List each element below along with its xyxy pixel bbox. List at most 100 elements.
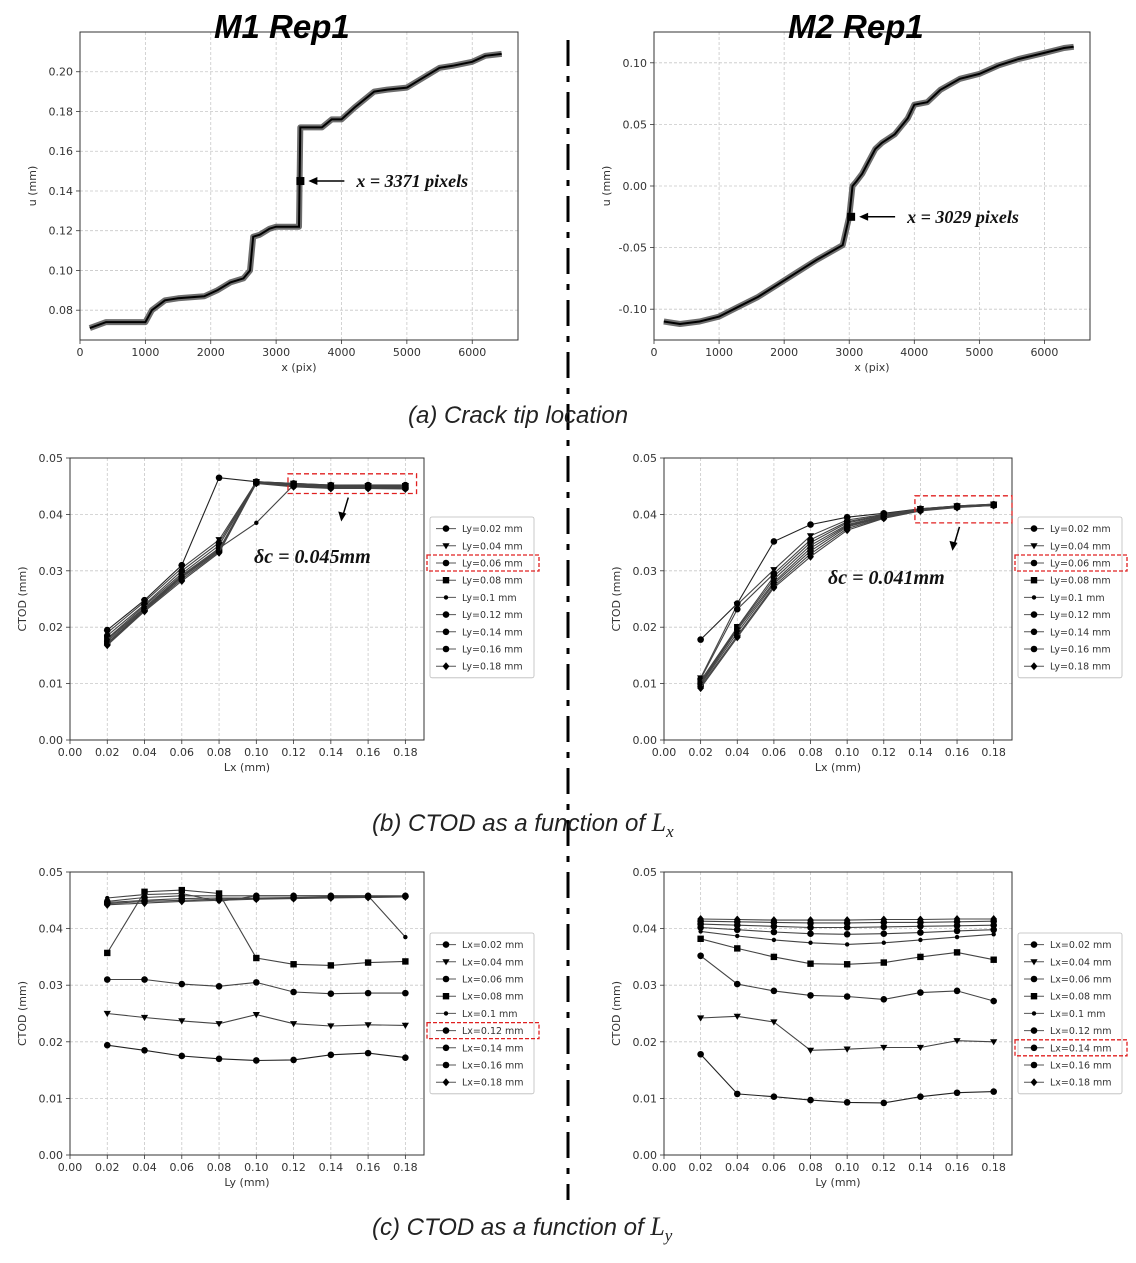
legend: Lx=0.02 mm Lx=0.04 mm Lx=0.06 mm Lx=0.08 mm…: [1014, 932, 1128, 1095]
legend-entry: Lx=0.04 mm: [462, 957, 524, 968]
data-point: [733, 602, 741, 609]
legend-marker: [1031, 1011, 1037, 1016]
tick-label-y: 0.08: [49, 304, 74, 317]
data-point: [253, 1057, 260, 1064]
plot-frame: [79, 31, 519, 341]
data-point: [252, 479, 260, 488]
tick-label-y: 0.00: [623, 180, 648, 193]
legend-marker: [442, 959, 450, 966]
legend-entry: Lx=0.02 mm: [462, 940, 524, 951]
data-point: [733, 915, 741, 924]
data-point: [364, 1049, 372, 1057]
data-point: [401, 892, 409, 901]
delta-c-annotation: δc = 0.045mm: [254, 546, 371, 568]
data-point: [990, 501, 998, 510]
tick-label-y: 0.03: [633, 979, 658, 992]
legend-entry: Ly=0.08 mm: [462, 576, 523, 587]
legend-frame: [429, 516, 535, 679]
data-point: [141, 607, 148, 616]
data-point: [808, 940, 813, 945]
data-point: [953, 503, 961, 512]
chart-c-right: 0.00 0.02 0.04 0.06 0.08 0.10 0.12 0.14 0.16 0.18…: [610, 866, 1128, 1189]
legend-entry: Lx=0.16 mm: [462, 1061, 524, 1072]
data-point: [844, 942, 850, 947]
data-point: [954, 934, 960, 940]
legend-highlight-box: [426, 1021, 540, 1040]
data-point: [215, 1055, 223, 1063]
data-point: [402, 989, 409, 997]
tick-label-x: 0.08: [207, 1161, 232, 1174]
data-point: [290, 1056, 297, 1064]
legend-entry: Ly=0.04 mm: [462, 541, 523, 552]
tick-label-x: 6000: [1030, 346, 1058, 359]
series-band: [663, 43, 1075, 327]
tick-label-y: 0.02: [39, 1036, 64, 1049]
legend-marker: [442, 941, 450, 948]
data-point: [917, 953, 924, 961]
legend-marker: [442, 525, 450, 532]
data-point: [327, 1051, 335, 1059]
chart-b-right: 0.00 0.02 0.04 0.06 0.08 0.10 0.12 0.14 0.16 0.18…: [610, 452, 1128, 774]
data-point: [880, 1044, 888, 1052]
caption-c-sub: y: [664, 1225, 673, 1245]
tick-label-x: 0.06: [170, 1161, 195, 1174]
panel-title-left: M1 Rep1: [214, 8, 350, 45]
legend: Ly=0.02 mm Ly=0.04 mm Ly=0.06 mm Ly=0.08 mm…: [1014, 516, 1128, 679]
data-point: [697, 1050, 704, 1058]
data-point: [103, 1041, 111, 1049]
data-point: [770, 928, 778, 936]
legend-marker: [442, 559, 450, 567]
data-point: [364, 1022, 372, 1029]
legend-marker: [1030, 611, 1038, 618]
plateau-highlight-box: [287, 473, 418, 495]
tick-label-x: 0.06: [762, 1161, 787, 1174]
legend-marker: [1030, 959, 1038, 966]
data-point: [990, 1088, 997, 1095]
data-point: [843, 916, 851, 925]
tick-label-x: 0.16: [356, 746, 381, 759]
data-point: [327, 962, 335, 969]
caption-c-var: L: [650, 1212, 665, 1241]
tick-label-x: 0.14: [908, 746, 933, 759]
data-point: [401, 1022, 409, 1029]
data-point: [215, 1021, 223, 1028]
legend-entry: Ly=0.18 mm: [462, 662, 523, 673]
tick-label-x: 0.18: [393, 746, 418, 759]
data-point: [178, 886, 185, 894]
annotation-arrow-head: [338, 511, 347, 522]
tick-label-x: 0.06: [170, 746, 195, 759]
tick-label-y: 0.01: [633, 1092, 658, 1105]
data-point: [289, 1021, 298, 1028]
tick-label-x: 0.02: [688, 1161, 713, 1174]
legend-entry: Lx=0.18 mm: [462, 1078, 524, 1089]
legend-entry: Ly=0.16 mm: [462, 645, 523, 656]
data-point: [990, 997, 997, 1005]
data-point: [364, 959, 372, 966]
data-point: [215, 548, 223, 557]
data-point: [807, 960, 814, 967]
legend-entry: Lx=0.14 mm: [462, 1043, 524, 1054]
series-line: [663, 45, 1074, 326]
tick-label-x: 0.00: [652, 746, 677, 759]
tick-label-x: 0.16: [356, 1161, 381, 1174]
data-point: [215, 542, 223, 549]
legend-marker: [442, 1061, 450, 1069]
data-point: [770, 916, 778, 925]
data-point: [770, 538, 778, 545]
tick-label-x: 0.16: [945, 746, 970, 759]
data-point: [880, 923, 888, 931]
caption-b-var: L: [651, 808, 667, 837]
data-point: [917, 915, 924, 924]
tick-label-y: 0.04: [633, 508, 658, 521]
tick-label-x: 0.12: [281, 1161, 306, 1174]
caption-a: (a) Crack tip location: [408, 402, 629, 429]
tick-label-x: 0.08: [798, 746, 823, 759]
tick-label-y: 0.05: [39, 866, 64, 879]
data-point: [990, 956, 997, 963]
legend-marker: [1030, 993, 1038, 1000]
tick-label-x: 0: [77, 346, 84, 359]
data-point: [806, 1047, 815, 1054]
data-point: [178, 1052, 186, 1060]
data-point: [953, 1038, 961, 1045]
legend-entry: Lx=0.12 mm: [1050, 1026, 1112, 1037]
